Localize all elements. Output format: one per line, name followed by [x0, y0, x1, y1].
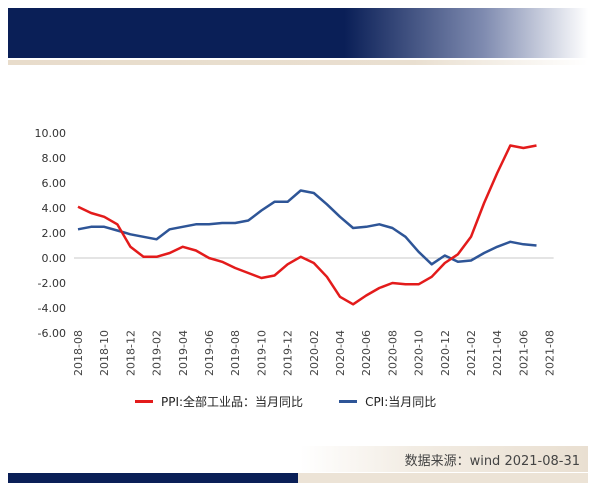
x-tick-label: 2020-10 — [413, 330, 426, 376]
x-tick-label: 2019-10 — [255, 330, 268, 376]
x-tick-label: 2019-04 — [177, 330, 190, 376]
x-tick-label: 2021-08 — [544, 330, 557, 376]
legend-label-cpi: CPI:当月同比 — [365, 395, 437, 409]
x-tick-label: 2020-04 — [334, 330, 347, 376]
x-tick-label: 2020-08 — [386, 330, 399, 376]
legend-item-cpi: CPI:当月同比 — [339, 393, 436, 410]
y-tick-label: 10.00 — [35, 127, 67, 140]
cpi-series-line — [77, 189, 537, 266]
legend-swatch-ppi — [135, 400, 153, 403]
legend-swatch-cpi — [339, 400, 358, 403]
y-tick-label: 6.00 — [42, 177, 67, 190]
x-tick-label: 2018-10 — [98, 330, 111, 376]
x-tick-label: 2020-12 — [439, 330, 452, 376]
y-tick-label: 4.00 — [42, 202, 67, 215]
y-tick-label: -6.00 — [38, 327, 66, 340]
x-tick-label: 2018-08 — [72, 330, 85, 376]
x-axis-ticks: 2018-08 2018-10 2018-12 2019-02 2019-04 2019-… — [72, 330, 557, 376]
y-tick-label: 8.00 — [42, 152, 67, 165]
x-tick-label: 2018-12 — [124, 330, 137, 376]
source-bar — [300, 446, 588, 472]
x-tick-label: 2019-06 — [203, 330, 216, 376]
x-tick-label: 2019-12 — [282, 330, 295, 376]
ppi-series-line — [77, 144, 537, 306]
y-tick-label: -4.00 — [38, 302, 66, 315]
x-tick-label: 2021-04 — [491, 330, 504, 376]
source-text: 数据来源：wind 2021-08-31 — [404, 454, 580, 469]
bottom-bar-navy — [8, 473, 298, 483]
x-tick-label: 2021-02 — [465, 330, 478, 376]
top-banner — [8, 8, 588, 58]
y-axis-ticks: 10.00 8.00 6.00 4.00 2.00 0.00 -2.00 -4.00 -6.00 — [35, 127, 67, 340]
y-tick-label: 2.00 — [42, 227, 67, 240]
x-tick-label: 2019-08 — [229, 330, 242, 376]
x-tick-label: 2020-06 — [360, 330, 373, 376]
y-tick-label: 0.00 — [42, 252, 67, 265]
legend-item-ppi: PPI:全部工业品：当月同比 — [135, 393, 303, 410]
x-tick-label: 2019-02 — [151, 330, 164, 376]
top-accent-strip — [8, 60, 588, 65]
x-tick-label: 2020-02 — [308, 330, 321, 376]
x-tick-label: 2021-06 — [517, 330, 530, 376]
bottom-bar-beige — [298, 473, 588, 483]
y-tick-label: -2.00 — [38, 277, 66, 290]
legend-label-ppi: PPI:全部工业品：当月同比 — [161, 395, 304, 409]
chart-legend: PPI:全部工业品：当月同比 CPI:当月同比 — [135, 393, 436, 410]
